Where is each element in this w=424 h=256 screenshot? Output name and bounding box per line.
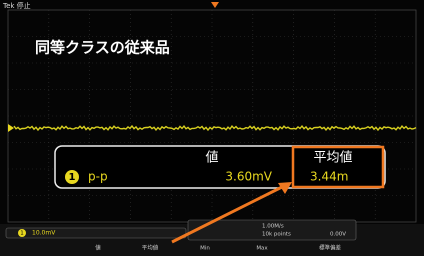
channel-scale: 10.0mV	[32, 230, 56, 237]
record-length: 10k points	[262, 232, 291, 238]
column-header: 値	[205, 150, 218, 166]
sample-rate: 1.00M/s	[262, 224, 284, 230]
column-header: Max	[256, 246, 268, 252]
column-header: 平均値	[142, 244, 159, 252]
measurement-mean: 3.44m	[310, 170, 348, 184]
column-header: Min	[200, 246, 210, 252]
status-text: Tek 停止	[2, 1, 31, 10]
column-header: 平均値	[313, 150, 352, 166]
oscilloscope-screen: Tek 停止 同等クラスの従来品 値 平均値 1 p-p 3.60mV 3.44…	[0, 0, 424, 256]
trigger-level: 0.00V	[330, 232, 346, 238]
channel-number: 1	[69, 172, 76, 183]
channel-number: 1	[20, 231, 24, 237]
measurement-type: p-p	[88, 170, 108, 184]
overlay-title: 同等クラスの従来品	[35, 39, 170, 57]
column-header: 値	[95, 244, 101, 252]
measurement-value: 3.60mV	[225, 170, 272, 184]
column-header: 標準偏差	[319, 244, 342, 252]
